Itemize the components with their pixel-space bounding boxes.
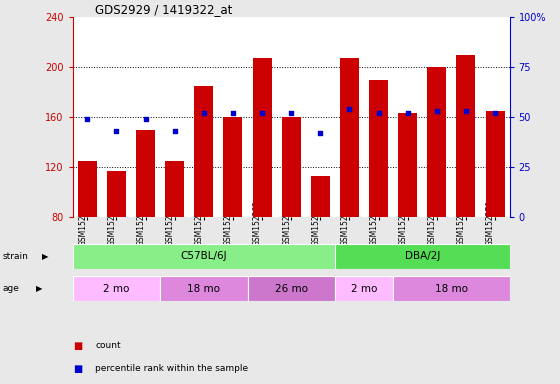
Bar bbox=[456, 55, 475, 217]
Point bbox=[83, 116, 92, 122]
Bar bbox=[282, 117, 301, 217]
Point bbox=[258, 110, 267, 116]
Text: count: count bbox=[95, 341, 121, 350]
Bar bbox=[427, 67, 446, 217]
Text: 26 mo: 26 mo bbox=[275, 284, 307, 294]
Text: ▶: ▶ bbox=[42, 252, 49, 261]
Bar bbox=[194, 86, 213, 217]
Bar bbox=[223, 117, 242, 217]
Text: 18 mo: 18 mo bbox=[435, 284, 468, 294]
Bar bbox=[335, 244, 510, 269]
Point bbox=[461, 108, 470, 114]
Point bbox=[403, 110, 412, 116]
Bar bbox=[78, 161, 97, 217]
Point bbox=[228, 110, 237, 116]
Text: age: age bbox=[3, 285, 20, 293]
Bar bbox=[311, 176, 330, 217]
Bar bbox=[136, 130, 155, 217]
Bar bbox=[73, 244, 335, 269]
Text: C57BL/6J: C57BL/6J bbox=[180, 251, 227, 262]
Text: GDS2929 / 1419322_at: GDS2929 / 1419322_at bbox=[95, 3, 232, 16]
Point bbox=[170, 128, 179, 134]
Point bbox=[491, 110, 500, 116]
Text: 2 mo: 2 mo bbox=[351, 284, 377, 294]
Text: 18 mo: 18 mo bbox=[188, 284, 220, 294]
Point bbox=[112, 128, 121, 134]
Bar bbox=[393, 276, 510, 301]
Point bbox=[316, 130, 325, 136]
Bar bbox=[248, 276, 335, 301]
Text: strain: strain bbox=[3, 252, 29, 261]
Point bbox=[199, 110, 208, 116]
Text: ■: ■ bbox=[73, 364, 82, 374]
Bar bbox=[160, 276, 248, 301]
Text: ■: ■ bbox=[73, 341, 82, 351]
Bar bbox=[369, 80, 388, 217]
Bar bbox=[73, 276, 160, 301]
Bar bbox=[165, 161, 184, 217]
Point bbox=[374, 110, 383, 116]
Text: DBA/2J: DBA/2J bbox=[404, 251, 440, 262]
Point bbox=[287, 110, 296, 116]
Text: 2 mo: 2 mo bbox=[103, 284, 130, 294]
Bar bbox=[107, 171, 126, 217]
Bar bbox=[340, 58, 359, 217]
Point bbox=[345, 106, 354, 112]
Bar bbox=[335, 276, 393, 301]
Point bbox=[432, 108, 441, 114]
Bar bbox=[398, 113, 417, 217]
Point bbox=[141, 116, 150, 122]
Text: ▶: ▶ bbox=[36, 285, 43, 293]
Text: percentile rank within the sample: percentile rank within the sample bbox=[95, 364, 248, 373]
Bar bbox=[486, 111, 505, 217]
Bar bbox=[253, 58, 272, 217]
